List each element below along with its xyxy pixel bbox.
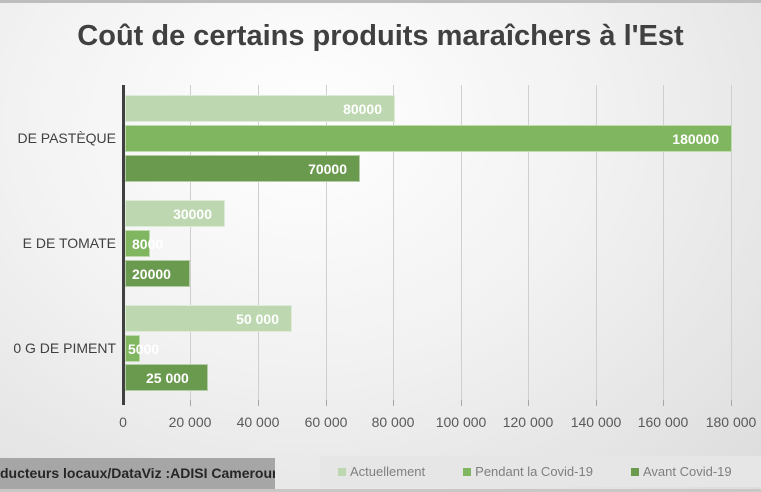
data-label: 70000 xyxy=(308,161,347,177)
x-tick xyxy=(528,400,529,406)
source-caption: ducteurs locaux/DataViz :ADISI Cameroun xyxy=(0,458,275,489)
legend-item-actuellement: Actuellement xyxy=(338,464,425,479)
x-tick xyxy=(190,400,191,406)
x-tick xyxy=(596,400,597,406)
y-axis-line xyxy=(122,85,125,405)
x-tick-label: 180 000 xyxy=(705,414,757,430)
bar-avant-piment: 25 000 xyxy=(125,364,208,391)
gridline xyxy=(393,85,394,400)
legend-label: Pendant la Covid-19 xyxy=(475,464,593,479)
gridline xyxy=(596,85,597,400)
x-tick-label: 160 000 xyxy=(637,414,689,430)
legend: Actuellement Pendant la Covid-19 Avant C… xyxy=(320,456,761,487)
legend-swatch-icon xyxy=(630,467,639,476)
bar-actuellement-piment: 50 000 xyxy=(125,305,292,332)
gridline xyxy=(461,85,462,400)
x-tick-label: 20 000 xyxy=(168,414,212,430)
legend-item-avant: Avant Covid-19 xyxy=(630,464,732,479)
bar-pendant-pasteque: 180000 xyxy=(125,125,732,152)
x-tick-label: 40 000 xyxy=(236,414,280,430)
x-tick-label: 120 000 xyxy=(502,414,554,430)
x-tick-label: 140 000 xyxy=(570,414,622,430)
data-label: 8000 xyxy=(132,236,164,252)
x-tick xyxy=(393,400,394,406)
legend-swatch-icon xyxy=(338,467,346,476)
data-label: 80000 xyxy=(343,101,382,117)
bar-pendant-tomate: 8000 xyxy=(125,230,163,257)
x-tick-label: 100 000 xyxy=(435,414,487,430)
x-tick xyxy=(258,400,259,406)
x-tick-label: 0 xyxy=(119,414,127,430)
category-label-pasteque: DE PASTÈQUE xyxy=(17,130,116,146)
top-border xyxy=(0,0,761,3)
data-label: 30000 xyxy=(173,206,212,222)
data-label: 20000 xyxy=(132,266,171,282)
legend-label: Actuellement xyxy=(350,464,426,479)
chart-title: Coût de certains produits maraîchers à l… xyxy=(77,20,684,52)
x-tick xyxy=(326,400,327,406)
bar-actuellement-pasteque: 80000 xyxy=(125,95,395,122)
gridline xyxy=(731,85,732,400)
bar-avant-pasteque: 70000 xyxy=(125,155,360,182)
x-tick-label: 80 000 xyxy=(371,414,415,430)
gridline xyxy=(190,85,191,400)
data-label: 5000 xyxy=(128,341,160,357)
x-tick xyxy=(731,400,732,406)
x-tick-label: 60 000 xyxy=(304,414,348,430)
gridline xyxy=(663,85,664,400)
legend-swatch-icon xyxy=(463,467,472,476)
category-label-tomate: E DE TOMATE xyxy=(22,235,116,251)
category-label-piment: 0 G DE PIMENT xyxy=(13,340,116,356)
data-label: 25 000 xyxy=(146,370,189,386)
bar-pendant-piment: 5000 xyxy=(125,335,159,362)
gridline xyxy=(326,85,327,400)
x-tick xyxy=(663,400,664,406)
x-tick xyxy=(461,400,462,406)
legend-label: Avant Covid-19 xyxy=(642,464,732,479)
gridline xyxy=(528,85,529,400)
gridline xyxy=(258,85,259,400)
bar-actuellement-tomate: 30000 xyxy=(125,200,225,227)
data-label: 50 000 xyxy=(236,311,279,327)
legend-item-pendant: Pendant la Covid-19 xyxy=(463,464,593,479)
bottom-border xyxy=(0,489,761,492)
data-label: 180000 xyxy=(672,131,719,147)
bar-avant-tomate: 20000 xyxy=(125,260,190,287)
